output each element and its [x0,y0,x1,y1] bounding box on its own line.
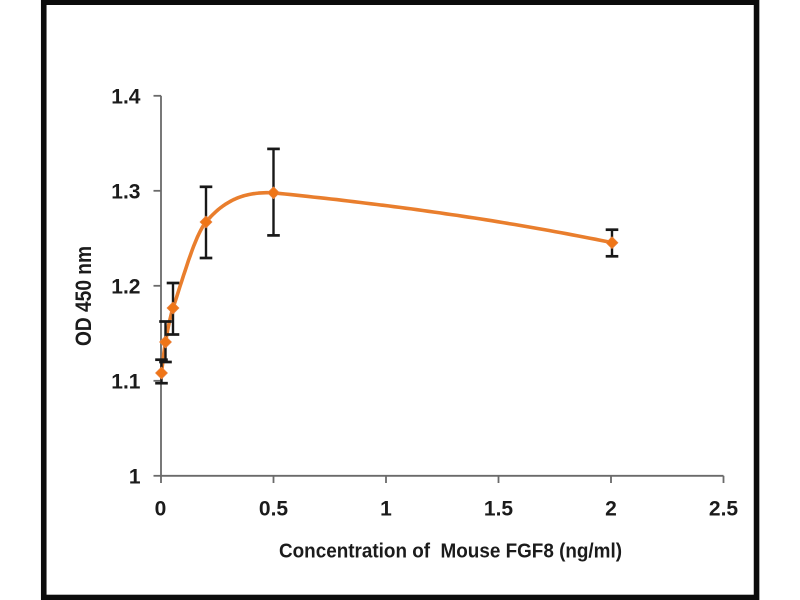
svg-text:1: 1 [129,466,141,489]
svg-text:1.3: 1.3 [111,181,140,204]
svg-text:Concentration of Mouse FGF8 (: Concentration of Mouse FGF8 (ng/ml) [279,541,622,563]
svg-text:0: 0 [155,497,167,520]
svg-text:1: 1 [380,497,392,520]
svg-text:1.5: 1.5 [484,497,514,520]
svg-text:1.4: 1.4 [111,86,141,109]
svg-text:OD 450 nm: OD 450 nm [71,246,96,346]
svg-text:1.1: 1.1 [111,371,141,394]
svg-text:1.2: 1.2 [111,276,140,299]
svg-text:2: 2 [605,497,617,520]
svg-text:0.5: 0.5 [259,497,289,520]
svg-text:2.5: 2.5 [709,497,739,520]
